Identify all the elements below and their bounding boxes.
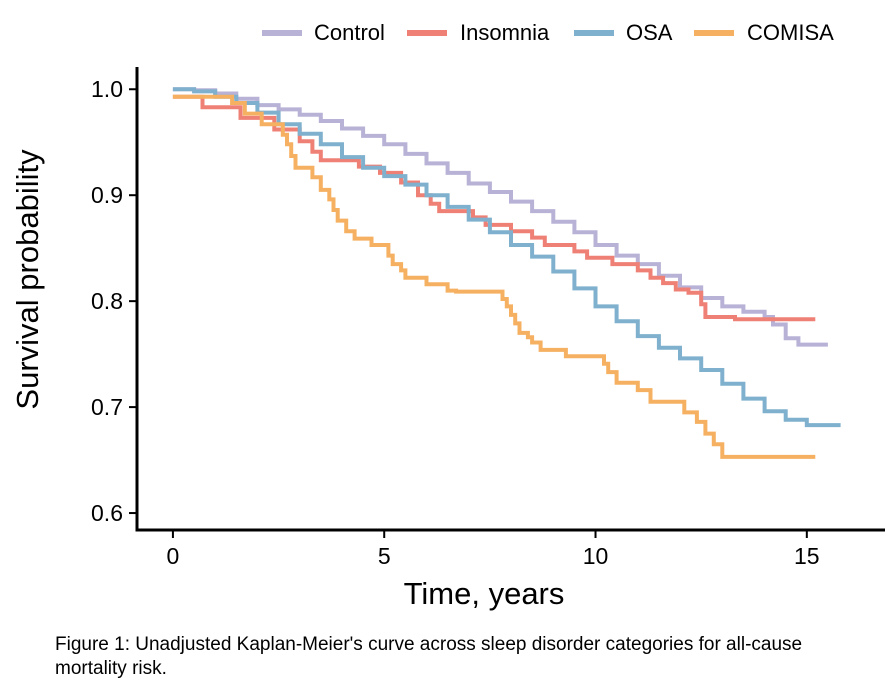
series-line-control [172, 87, 828, 347]
x-tick-label-0: 0 [167, 543, 180, 569]
legend: Control Insomnia OSA COMISA [262, 20, 834, 45]
figure-caption: Figure 1: Unadjusted Kaplan-Meier's curv… [55, 634, 803, 679]
series-line-osa [172, 87, 841, 428]
series-line-insomnia [172, 94, 816, 322]
legend-label-osa: OSA [626, 20, 673, 45]
x-tick-label-15: 15 [794, 543, 820, 569]
axes-layer: 0.6 0.7 0.8 0.9 1.0 0 5 10 15 Time, years Survival… [10, 67, 885, 611]
series-layer [172, 87, 841, 459]
y-tick-label-0-9: 0.9 [91, 182, 123, 208]
x-tick-label-10: 10 [583, 543, 609, 569]
y-axis-title: Survival probability [10, 149, 45, 410]
x-axis-title: Time, years [404, 576, 565, 611]
legend-label-insomnia: Insomnia [460, 20, 550, 45]
x-tick-label-5: 5 [378, 543, 391, 569]
legend-item-control: Control [262, 20, 385, 45]
km-survival-chart: Control Insomnia OSA COMISA 0.6 0.7 0.8 0.9 1.0… [10, 20, 885, 611]
legend-item-insomnia: Insomnia [407, 20, 550, 45]
series-line-comisa [172, 94, 816, 459]
y-tick-label-1-0: 1.0 [91, 76, 123, 102]
legend-label-control: Control [314, 20, 385, 45]
legend-item-osa: OSA [574, 20, 673, 45]
legend-label-comisa: COMISA [747, 20, 834, 45]
legend-item-comisa: COMISA [694, 20, 834, 45]
y-tick-label-0-8: 0.8 [91, 288, 123, 314]
y-tick-label-0-7: 0.7 [91, 394, 123, 420]
y-tick-label-0-6: 0.6 [91, 500, 123, 526]
